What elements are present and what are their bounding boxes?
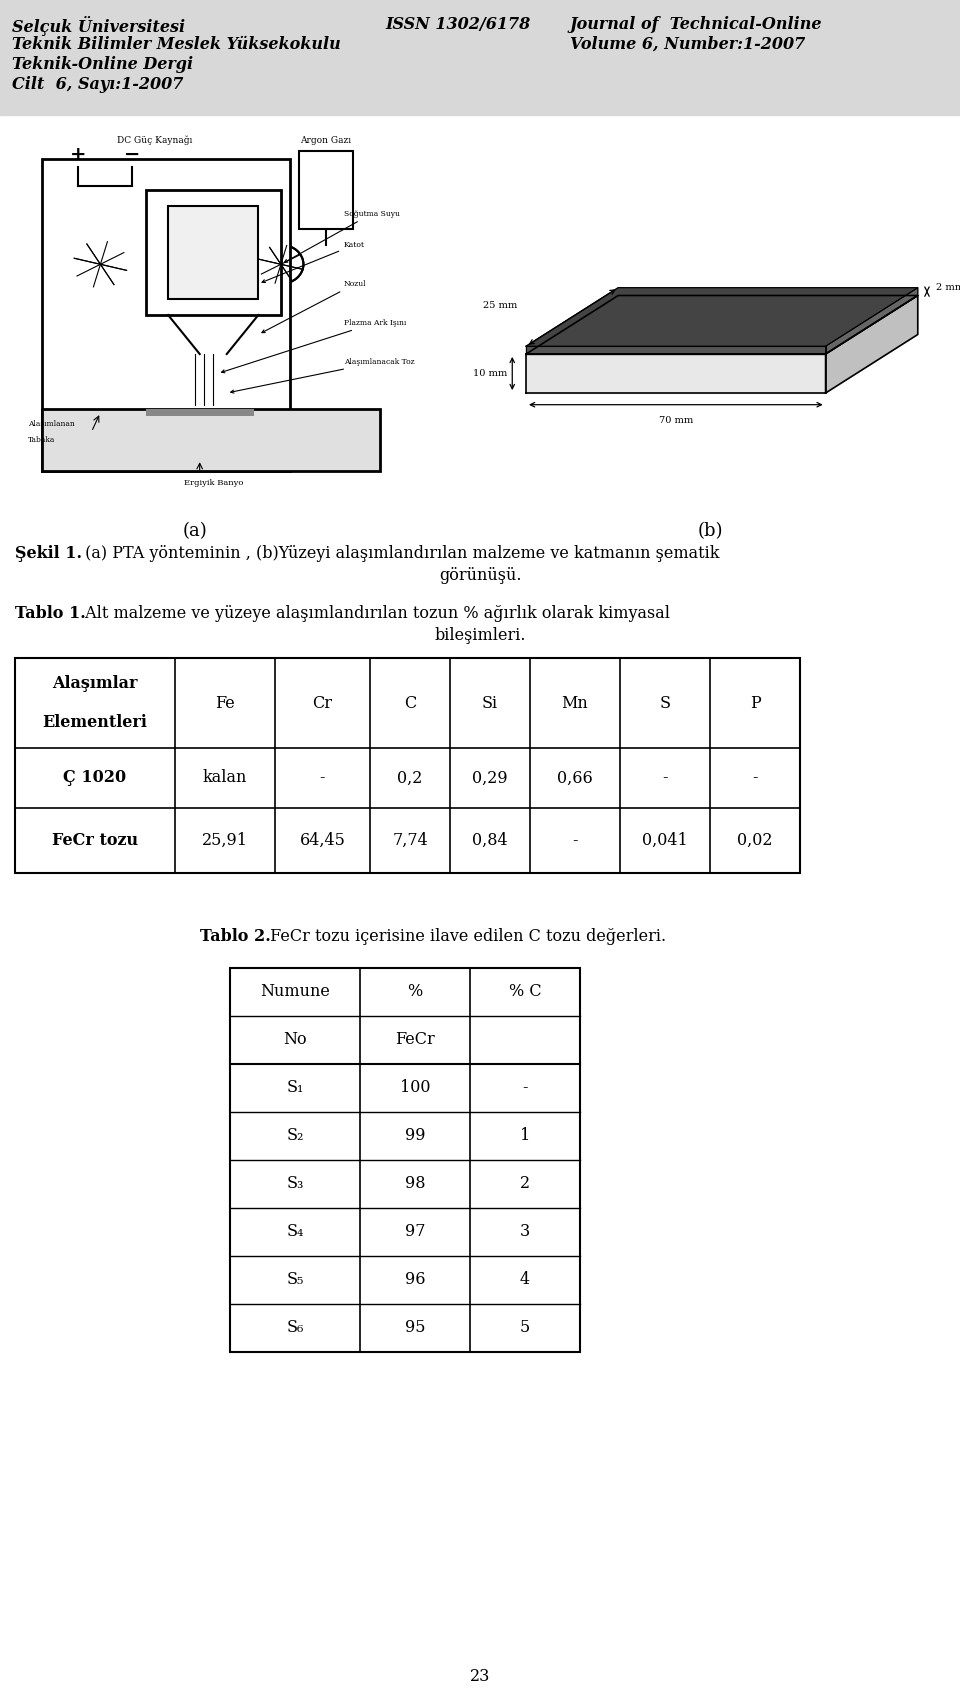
Text: Mn: Mn	[562, 694, 588, 712]
Text: Tabaka: Tabaka	[28, 436, 56, 444]
Text: Argon Gazı: Argon Gazı	[300, 135, 351, 145]
Text: S₂: S₂	[286, 1128, 303, 1144]
Text: S₁: S₁	[286, 1080, 303, 1097]
Bar	[146, 408, 253, 417]
Text: Fe: Fe	[215, 694, 235, 712]
Text: 0,2: 0,2	[397, 770, 422, 787]
Polygon shape	[526, 346, 826, 354]
Bar	[15, 658, 800, 873]
Text: FeCr tozu: FeCr tozu	[52, 832, 138, 849]
Text: Alaşımlanan: Alaşımlanan	[28, 420, 75, 429]
Text: 2 mm: 2 mm	[936, 284, 960, 292]
Text: P: P	[750, 694, 760, 712]
Bar	[299, 152, 353, 230]
Text: 0,66: 0,66	[557, 770, 593, 787]
Text: -: -	[662, 770, 668, 787]
Text: 3: 3	[520, 1224, 530, 1241]
Text: Cr: Cr	[313, 694, 332, 712]
Bar	[168, 206, 258, 299]
Text: bileşimleri.: bileşimleri.	[434, 626, 526, 645]
Bar	[146, 191, 281, 316]
Text: kalan: kalan	[203, 770, 247, 787]
Text: S₅: S₅	[286, 1271, 303, 1288]
Polygon shape	[526, 287, 918, 346]
Text: 10 mm: 10 mm	[473, 370, 508, 378]
Text: Teknik Bilimler Meslek Yüksekokulu: Teknik Bilimler Meslek Yüksekokulu	[12, 35, 341, 52]
Text: 64,45: 64,45	[300, 832, 346, 849]
Text: S₃: S₃	[286, 1175, 303, 1192]
Text: Alaşımlar

Elementleri: Alaşımlar Elementleri	[42, 675, 148, 731]
Text: Şekil 1.: Şekil 1.	[15, 545, 82, 562]
Text: FeCr: FeCr	[396, 1031, 435, 1048]
Text: −: −	[124, 147, 140, 164]
Polygon shape	[526, 354, 826, 393]
Text: 97: 97	[405, 1224, 425, 1241]
Text: 1: 1	[520, 1128, 530, 1144]
Text: 95: 95	[405, 1320, 425, 1337]
Text: Ergiyik Banyo: Ergiyik Banyo	[183, 479, 243, 486]
Text: Soğutma Suyu: Soğutma Suyu	[284, 209, 400, 262]
Text: 7,74: 7,74	[392, 832, 428, 849]
Text: FeCr tozu içerisine ilave edilen C tozu değerleri.: FeCr tozu içerisine ilave edilen C tozu …	[265, 928, 666, 945]
Text: Volume 6, Number:1-2007: Volume 6, Number:1-2007	[570, 35, 805, 52]
Bar	[0, 0, 960, 115]
Text: 100: 100	[399, 1080, 430, 1097]
Text: 25 mm: 25 mm	[483, 300, 516, 311]
Text: 23: 23	[469, 1668, 491, 1685]
Text: 25,91: 25,91	[202, 832, 248, 849]
Text: DC Güç Kaynağı: DC Güç Kaynağı	[117, 135, 192, 145]
Text: Numune: Numune	[260, 984, 330, 1001]
Text: (b): (b)	[697, 522, 723, 540]
Text: 0,041: 0,041	[642, 832, 688, 849]
Text: -: -	[320, 770, 325, 787]
Text: Teknik-Online Dergi: Teknik-Online Dergi	[12, 56, 193, 73]
Text: (a): (a)	[182, 522, 207, 540]
Bar	[230, 967, 580, 1352]
Text: -: -	[572, 832, 578, 849]
Text: (a) PTA yönteminin , (b)Yüzeyi alaşımlandırılan malzeme ve katmanın şematik: (a) PTA yönteminin , (b)Yüzeyi alaşımlan…	[80, 545, 719, 562]
Text: 4: 4	[520, 1271, 530, 1288]
Polygon shape	[826, 295, 918, 393]
Text: 0,02: 0,02	[737, 832, 773, 849]
Text: +: +	[70, 147, 86, 164]
Text: % C: % C	[509, 984, 541, 1001]
Polygon shape	[826, 287, 918, 354]
Text: Si: Si	[482, 694, 498, 712]
Text: 96: 96	[405, 1271, 425, 1288]
Text: S₄: S₄	[286, 1224, 303, 1241]
Text: 70 mm: 70 mm	[659, 417, 693, 425]
Text: Tablo 2.: Tablo 2.	[200, 928, 271, 945]
Text: No: No	[283, 1031, 307, 1048]
Bar	[146, 408, 253, 417]
Text: Tablo 1.: Tablo 1.	[15, 604, 85, 621]
Text: 98: 98	[405, 1175, 425, 1192]
Bar	[42, 408, 380, 471]
Polygon shape	[526, 295, 918, 354]
Text: Selçuk Üniversitesi: Selçuk Üniversitesi	[12, 15, 185, 35]
Text: Ç 1020: Ç 1020	[63, 770, 127, 787]
Text: -: -	[522, 1080, 528, 1097]
Text: Alaşımlanacak Toz: Alaşımlanacak Toz	[230, 358, 415, 393]
Text: S₆: S₆	[286, 1320, 303, 1337]
Text: %: %	[407, 984, 422, 1001]
Text: Plazma Ark Işını: Plazma Ark Işını	[222, 319, 406, 373]
Text: 0,29: 0,29	[472, 770, 508, 787]
Text: Cilt  6, Sayı:1-2007: Cilt 6, Sayı:1-2007	[12, 76, 183, 93]
Text: Alt malzeme ve yüzeye alaşımlandırılan tozun % ağırlık olarak kimyasal: Alt malzeme ve yüzeye alaşımlandırılan t…	[80, 604, 670, 621]
Text: ISSN 1302/6178: ISSN 1302/6178	[385, 15, 530, 34]
Text: görünüşü.: görünüşü.	[439, 567, 521, 584]
Text: Nozul: Nozul	[262, 280, 367, 333]
Text: Katot: Katot	[262, 241, 365, 282]
Text: Journal of  Technical-Online: Journal of Technical-Online	[570, 15, 823, 34]
Bar	[42, 159, 290, 471]
Text: S: S	[660, 694, 670, 712]
Text: C: C	[404, 694, 416, 712]
Text: 99: 99	[405, 1128, 425, 1144]
Text: 5: 5	[520, 1320, 530, 1337]
Text: 0,84: 0,84	[472, 832, 508, 849]
Text: 2: 2	[520, 1175, 530, 1192]
Text: -: -	[753, 770, 757, 787]
